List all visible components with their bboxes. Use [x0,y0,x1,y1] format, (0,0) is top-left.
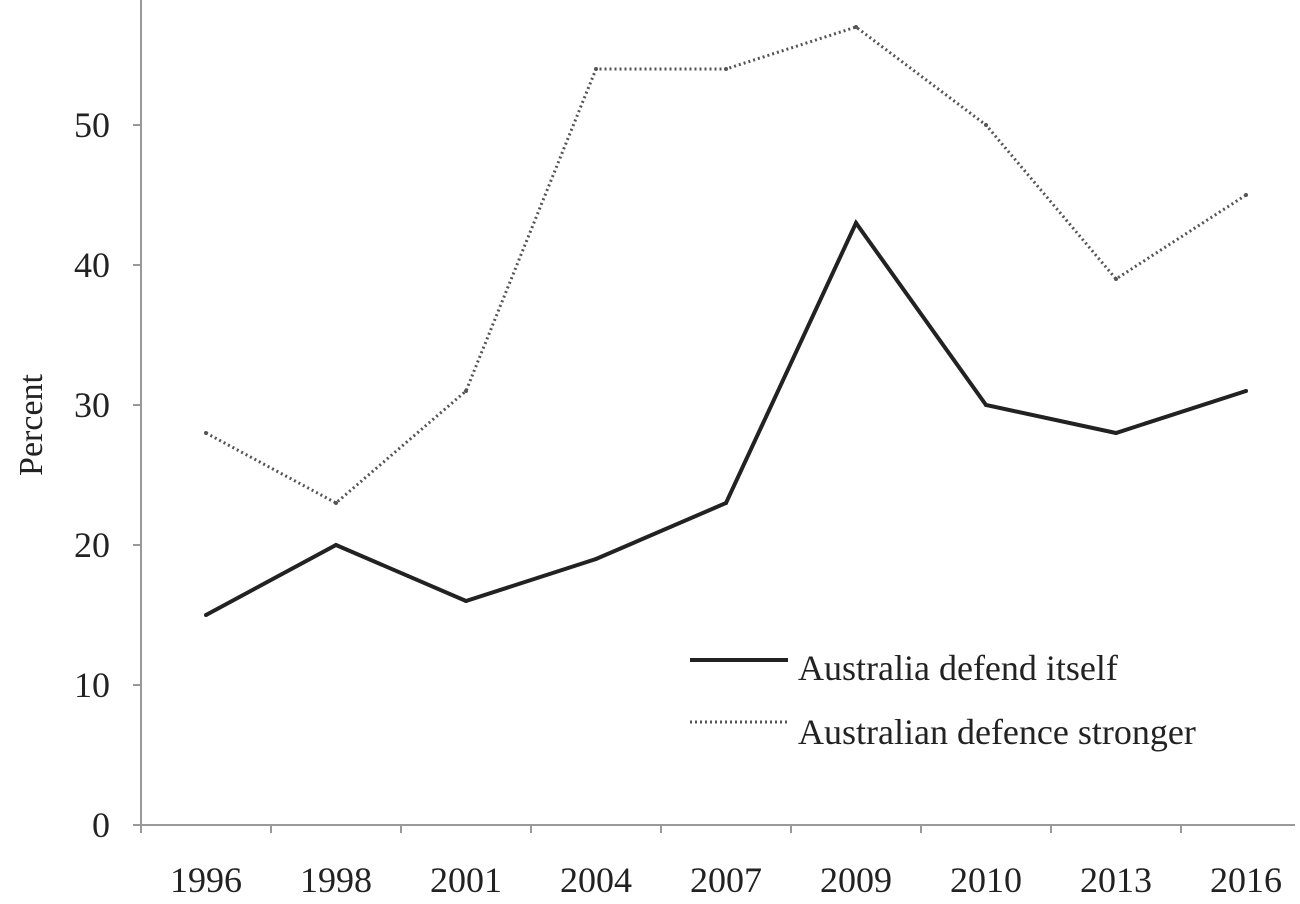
x-tick-label: 2007 [690,860,762,900]
series-line-0 [205,219,1247,617]
data-point-series-1 [204,431,208,435]
x-ticks: 1996 1998 2001 2004 2007 2009 2010 2013 2016 [140,825,1282,900]
data-point-series-1 [984,123,988,127]
y-tick-label: 10 [74,665,110,705]
x-tick-label: 1998 [300,860,372,900]
y-tick-label: 30 [74,385,110,425]
x-tick-label: 2016 [1210,860,1282,900]
series-line-1 [205,25,1247,505]
axes: 0 10 20 30 40 50 60 1996 1998 2001 2004 2007 2009 20… [74,0,1295,900]
x-tick-label: 2004 [560,860,632,900]
data-point-series-1 [1114,277,1118,281]
y-tick-label: 50 [74,105,110,145]
data-point-series-1 [1244,193,1248,197]
y-tick-label: 60 [74,0,110,5]
y-tick-label: 0 [92,805,110,845]
y-tick-label: 40 [74,245,110,285]
x-tick-label: 2009 [820,860,892,900]
data-point-series-0 [594,557,598,561]
y-ticks: 0 10 20 30 40 50 60 [74,0,141,845]
data-point-series-1 [334,501,338,505]
x-tick-label: 2001 [430,860,502,900]
y-tick-label: 20 [74,525,110,565]
data-point-series-0 [464,599,468,603]
y-axis-title: Percent [13,373,50,476]
data-point-series-0 [1114,431,1118,435]
data-point-series-1 [594,67,598,71]
legend-label-series-0: Australia defend itself [798,648,1118,688]
legend-label-series-1: Australian defence stronger [798,712,1196,752]
data-point-series-0 [334,543,338,547]
data-point-series-0 [854,221,858,225]
data-point-series-0 [724,501,728,505]
legend: Australia defend itself Australian defen… [690,648,1196,752]
data-point-series-1 [464,389,468,393]
data-point-series-1 [854,25,858,29]
x-tick-label: 2013 [1080,860,1152,900]
data-point-series-0 [204,613,208,617]
data-point-series-0 [984,403,988,407]
data-point-series-0 [1244,389,1248,393]
x-tick-label: 2010 [950,860,1022,900]
x-tick-label: 1996 [170,860,242,900]
series-layer [204,25,1248,617]
data-point-series-1 [724,67,728,71]
